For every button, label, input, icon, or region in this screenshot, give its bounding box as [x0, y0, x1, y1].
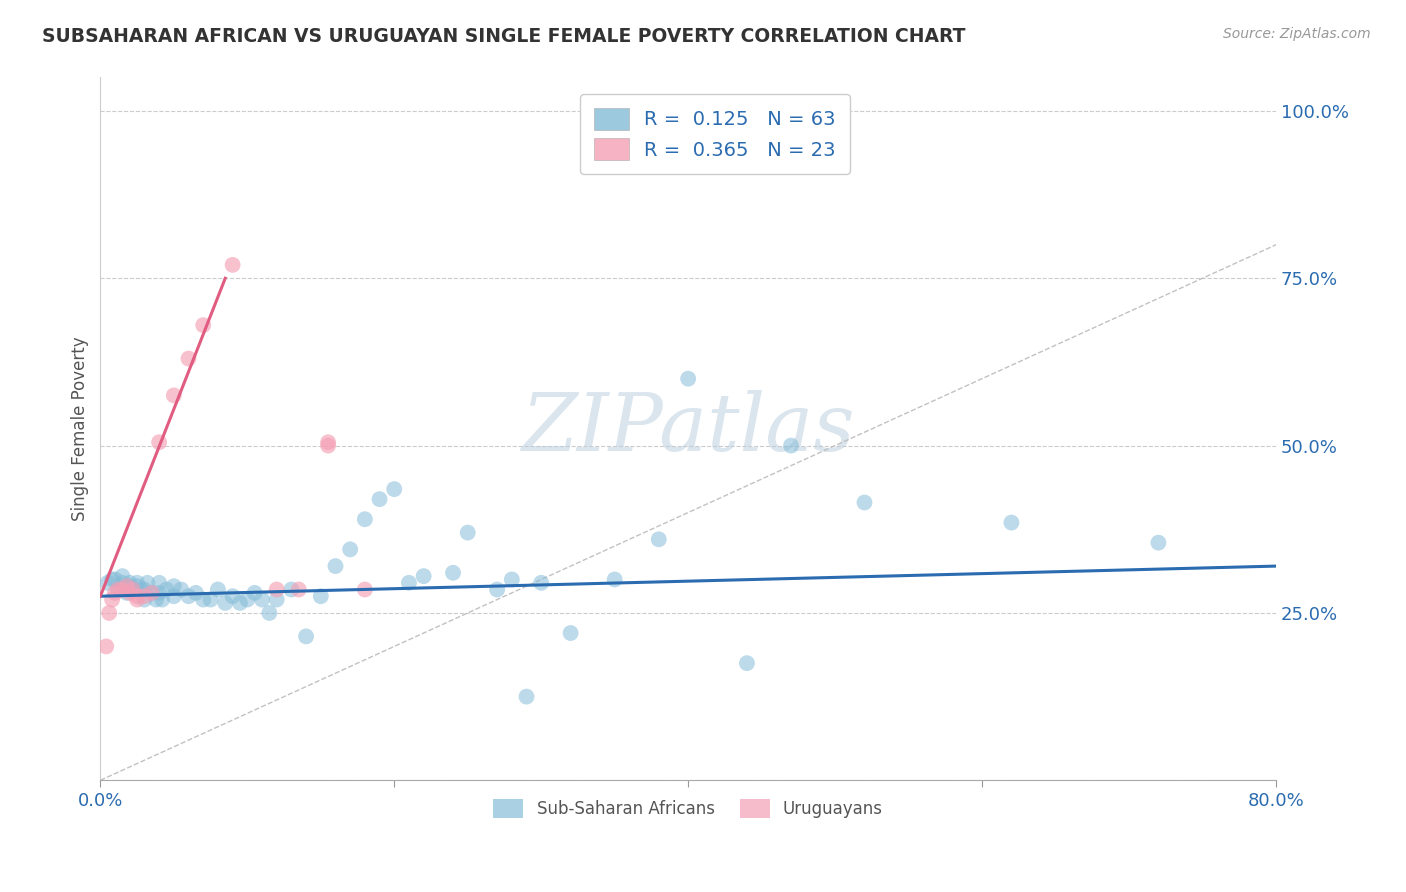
Point — [560, 626, 582, 640]
Point — [193, 318, 215, 332]
Point — [287, 582, 309, 597]
Point — [259, 606, 281, 620]
Point — [150, 592, 173, 607]
Point — [243, 586, 266, 600]
Point — [1000, 516, 1022, 530]
Point — [441, 566, 464, 580]
Point — [96, 640, 118, 654]
Point — [148, 575, 170, 590]
Point — [214, 596, 236, 610]
Point — [236, 592, 259, 607]
Point — [107, 582, 129, 597]
Point — [457, 525, 479, 540]
Point — [134, 589, 156, 603]
Point — [676, 372, 699, 386]
Point — [170, 582, 193, 597]
Point — [735, 656, 758, 670]
Point — [111, 582, 134, 597]
Point — [486, 582, 509, 597]
Point — [121, 582, 143, 597]
Point — [316, 435, 339, 450]
Point — [515, 690, 537, 704]
Point — [121, 582, 143, 597]
Point — [354, 512, 377, 526]
Point — [530, 575, 553, 590]
Point — [221, 589, 243, 603]
Point — [648, 533, 671, 547]
Legend: Sub-Saharan Africans, Uruguayans: Sub-Saharan Africans, Uruguayans — [486, 792, 890, 825]
Point — [853, 495, 876, 509]
Point — [127, 589, 149, 603]
Point — [177, 351, 200, 366]
Point — [115, 579, 138, 593]
Point — [229, 596, 252, 610]
Point — [177, 589, 200, 603]
Point — [780, 439, 803, 453]
Point — [354, 582, 377, 597]
Point — [193, 592, 215, 607]
Point — [101, 592, 124, 607]
Point — [141, 586, 163, 600]
Point — [184, 586, 207, 600]
Point — [325, 559, 347, 574]
Point — [148, 435, 170, 450]
Point — [382, 482, 405, 496]
Point — [368, 492, 391, 507]
Point — [101, 573, 124, 587]
Point — [97, 575, 120, 590]
Point — [295, 629, 318, 643]
Point — [131, 582, 153, 597]
Point — [339, 542, 361, 557]
Point — [163, 388, 186, 402]
Point — [266, 592, 288, 607]
Point — [148, 586, 170, 600]
Point — [111, 569, 134, 583]
Point — [250, 592, 273, 607]
Point — [111, 575, 134, 590]
Point — [501, 573, 523, 587]
Point — [98, 606, 121, 620]
Point — [266, 582, 288, 597]
Point — [134, 592, 156, 607]
Point — [280, 582, 302, 597]
Point — [115, 586, 138, 600]
Point — [141, 586, 163, 600]
Point — [163, 589, 186, 603]
Point — [163, 579, 186, 593]
Point — [104, 573, 127, 587]
Point — [316, 439, 339, 453]
Point — [127, 579, 149, 593]
Point — [127, 575, 149, 590]
Point — [145, 592, 167, 607]
Point — [127, 592, 149, 607]
Text: SUBSAHARAN AFRICAN VS URUGUAYAN SINGLE FEMALE POVERTY CORRELATION CHART: SUBSAHARAN AFRICAN VS URUGUAYAN SINGLE F… — [42, 27, 966, 45]
Point — [118, 586, 141, 600]
Y-axis label: Single Female Poverty: Single Female Poverty — [72, 336, 89, 521]
Point — [134, 582, 156, 597]
Point — [107, 582, 129, 597]
Point — [309, 589, 332, 603]
Point — [221, 258, 243, 272]
Point — [1147, 535, 1170, 549]
Point — [207, 582, 229, 597]
Point — [398, 575, 420, 590]
Point — [412, 569, 434, 583]
Point — [136, 575, 159, 590]
Point — [200, 592, 222, 607]
Point — [118, 575, 141, 590]
Point — [603, 573, 626, 587]
Point — [104, 586, 127, 600]
Point — [155, 582, 177, 597]
Text: Source: ZipAtlas.com: Source: ZipAtlas.com — [1223, 27, 1371, 41]
Text: ZIPatlas: ZIPatlas — [522, 390, 855, 467]
Point — [118, 579, 141, 593]
